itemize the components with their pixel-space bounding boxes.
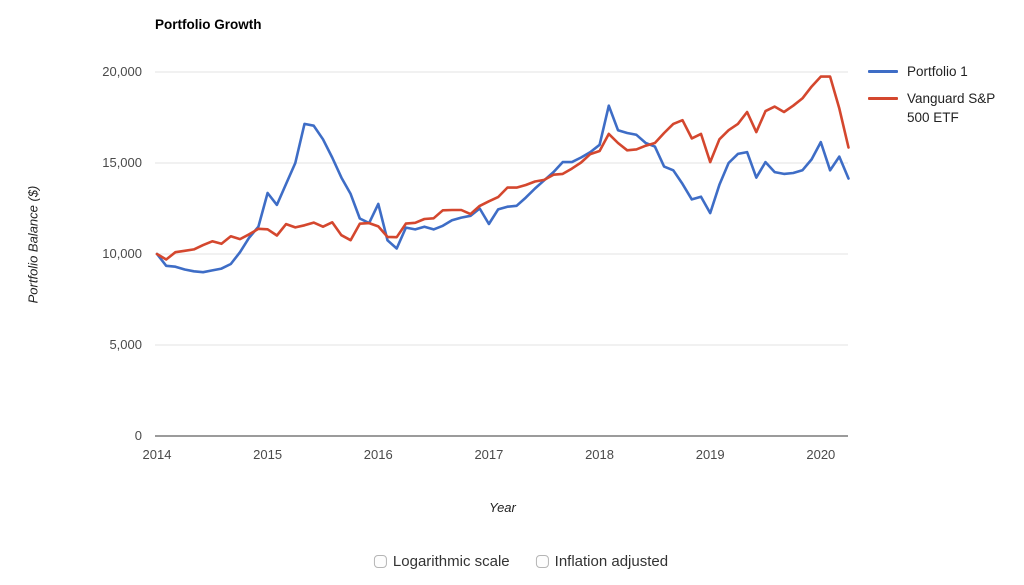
y-tick-label: 0 — [134, 428, 142, 443]
legend-item-vanguard: Vanguard S&P 500 ETF — [868, 89, 1018, 127]
legend-label: Portfolio 1 — [907, 64, 968, 79]
x-tick-label: 2018 — [585, 447, 614, 462]
x-tick-label: 2019 — [695, 447, 725, 462]
x-tick-label: 2016 — [363, 447, 393, 462]
vanguard-line — [155, 75, 850, 261]
logarithmic-scale-label: Logarithmic scale — [392, 553, 510, 570]
legend-item-portfolio1: Portfolio 1 — [868, 62, 1018, 81]
inflation-adjusted-toggle[interactable]: Inflation adjusted — [535, 553, 669, 570]
y-tick-label: 20,000 — [102, 64, 142, 79]
inflation-adjusted-label: Inflation adjusted — [554, 553, 669, 570]
legend: Portfolio 1 Vanguard S&P 500 ETF — [868, 62, 1018, 135]
vanguard-line-swatch-icon — [868, 97, 898, 100]
logarithmic-scale-checkbox[interactable] — [373, 555, 387, 568]
x-tick-label: 2014 — [142, 447, 172, 462]
x-tick-label: 2020 — [806, 447, 836, 462]
legend-label: Vanguard S&P 500 ETF — [907, 91, 996, 125]
y-tick-label: 10,000 — [102, 246, 142, 261]
portfolio1-line-swatch-icon — [868, 70, 898, 73]
x-tick-label: 2015 — [253, 447, 283, 462]
y-axis-title: Portfolio Balance ($) — [25, 185, 41, 304]
plot-area — [155, 71, 850, 437]
chart-controls: Logarithmic scale Inflation adjusted — [373, 553, 669, 570]
y-tick-label: 5,000 — [109, 337, 142, 352]
x-axis-title: Year — [489, 500, 516, 515]
page-title: Portfolio Growth — [155, 17, 262, 32]
inflation-adjusted-checkbox[interactable] — [535, 555, 549, 568]
x-tick-label: 2017 — [474, 447, 504, 462]
portfolio1-line — [155, 104, 850, 274]
y-tick-label: 15,000 — [102, 155, 142, 170]
logarithmic-scale-toggle[interactable]: Logarithmic scale — [373, 553, 510, 570]
